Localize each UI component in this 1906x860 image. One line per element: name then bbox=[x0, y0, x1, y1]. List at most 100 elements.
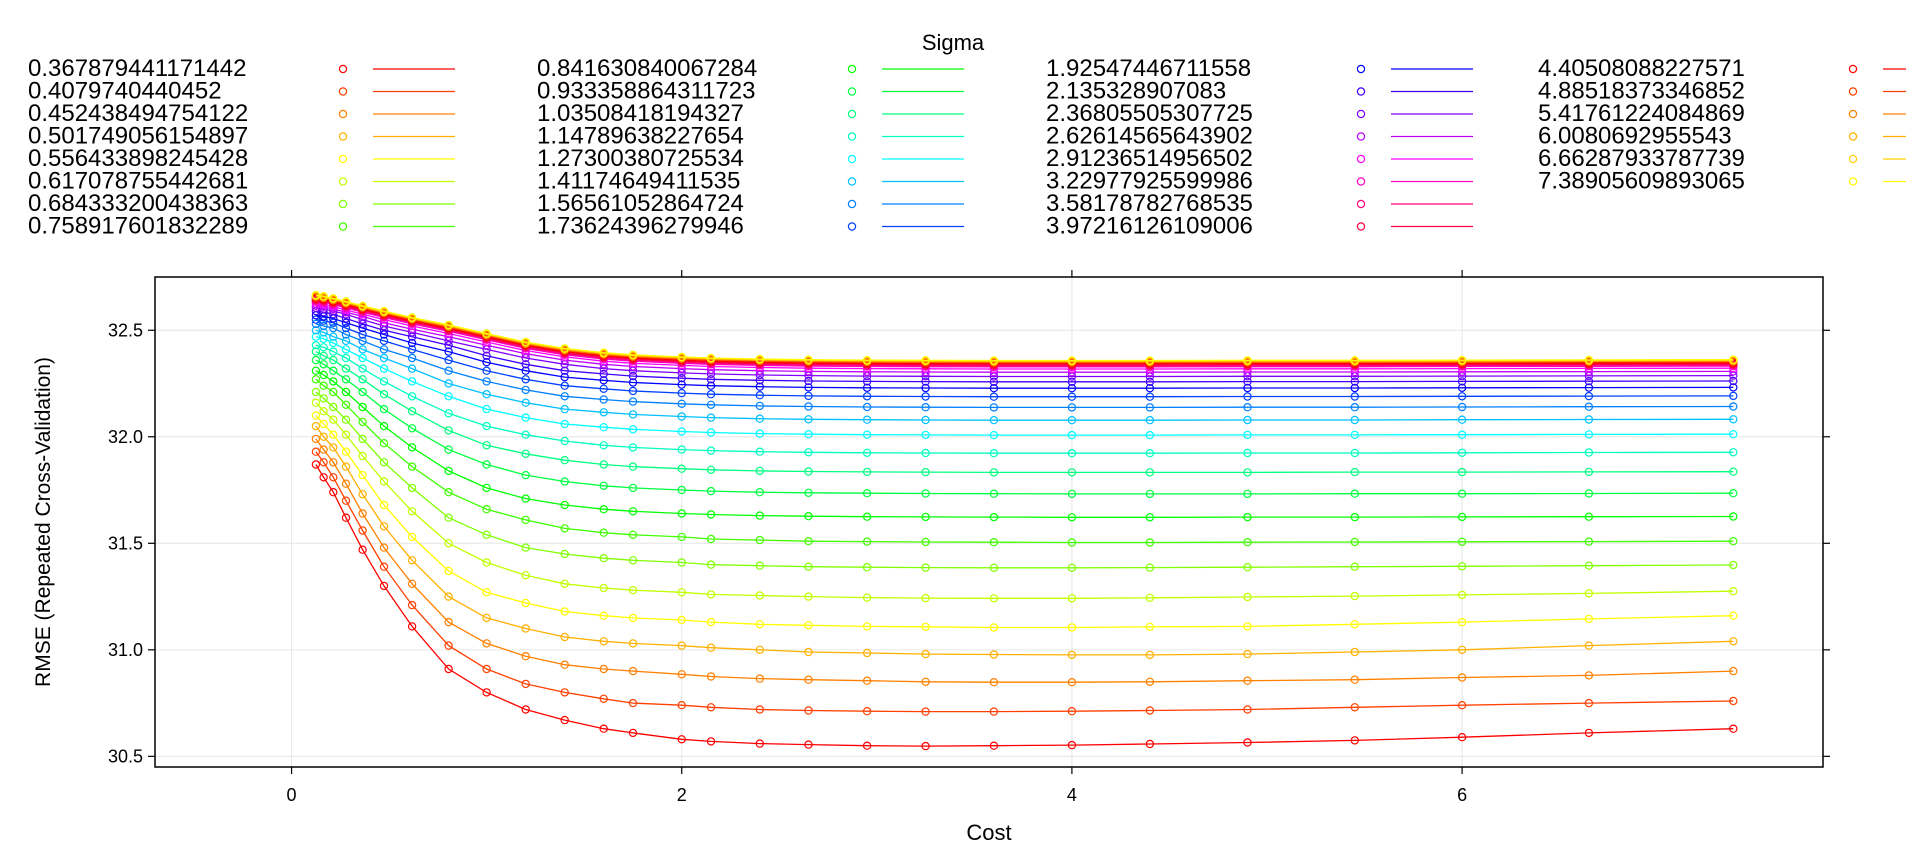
data-point bbox=[804, 592, 813, 601]
data-point bbox=[1145, 538, 1155, 547]
data-point bbox=[599, 583, 608, 593]
data-point bbox=[560, 344, 569, 353]
data-point bbox=[706, 672, 716, 681]
data-point bbox=[1729, 448, 1738, 457]
data-point bbox=[1243, 738, 1252, 747]
series-line bbox=[315, 425, 1734, 656]
data-point bbox=[329, 443, 338, 452]
axes: 0 2 4 6 30.5 31.0 31.5 32.0 32.5 Cost RMSE (Repeat… bbox=[32, 270, 1830, 845]
data-point bbox=[628, 425, 638, 434]
data-point bbox=[989, 623, 999, 632]
data-point bbox=[989, 707, 999, 716]
data-point bbox=[755, 376, 765, 385]
data-point bbox=[862, 489, 872, 498]
data-point bbox=[1350, 537, 1360, 547]
data-point bbox=[521, 705, 530, 714]
data-point bbox=[379, 336, 389, 346]
data-point bbox=[341, 415, 351, 424]
data-point bbox=[1457, 383, 1467, 392]
data-point bbox=[755, 739, 765, 748]
data-point bbox=[1584, 614, 1594, 624]
legend-label: 0.501749056154897 bbox=[28, 123, 248, 150]
data-point bbox=[358, 526, 367, 535]
data-point bbox=[921, 512, 930, 522]
data-point bbox=[1067, 513, 1077, 522]
data-point bbox=[804, 647, 813, 657]
legend-item: 1.41174649411535 bbox=[537, 168, 964, 195]
data-point bbox=[482, 460, 491, 469]
data-point bbox=[329, 430, 338, 439]
series-17 bbox=[311, 306, 1738, 386]
data-point bbox=[521, 449, 530, 458]
data-point bbox=[862, 355, 872, 365]
data-point bbox=[628, 586, 638, 595]
data-point bbox=[311, 460, 321, 469]
data-point bbox=[1584, 512, 1594, 521]
legend-item: 6.66287933787739 bbox=[1538, 145, 1906, 172]
legend-label: 4.88518373346852 bbox=[1538, 78, 1745, 105]
data-point bbox=[862, 593, 872, 602]
data-point bbox=[1067, 594, 1077, 603]
data-point bbox=[706, 446, 716, 455]
data-point bbox=[706, 428, 716, 437]
data-point bbox=[521, 679, 530, 689]
data-point bbox=[1584, 641, 1594, 650]
legend-marker bbox=[847, 222, 857, 231]
data-point bbox=[560, 715, 569, 725]
data-point bbox=[1067, 740, 1077, 750]
data-point bbox=[311, 332, 321, 341]
data-point bbox=[628, 507, 638, 516]
series-line bbox=[315, 351, 1734, 474]
data-point bbox=[444, 379, 453, 388]
data-point bbox=[379, 522, 389, 531]
plot-area: 0 2 4 6 30.5 31.0 31.5 32.0 32.5 Cost RMSE (Repeat… bbox=[32, 270, 1830, 845]
data-point bbox=[560, 477, 569, 486]
data-point bbox=[482, 441, 491, 450]
data-point bbox=[319, 351, 328, 360]
data-point bbox=[862, 430, 872, 439]
data-point bbox=[358, 364, 367, 373]
data-point bbox=[599, 611, 608, 620]
data-point bbox=[677, 352, 686, 362]
series-line bbox=[315, 359, 1734, 495]
data-point bbox=[862, 383, 872, 392]
data-point bbox=[804, 467, 813, 476]
data-point bbox=[444, 617, 453, 627]
data-point bbox=[628, 483, 638, 493]
y-tick-label: 30.5 bbox=[108, 746, 143, 766]
data-point bbox=[921, 383, 930, 393]
data-point bbox=[329, 488, 338, 497]
data-point bbox=[921, 677, 930, 687]
data-point bbox=[628, 556, 638, 565]
data-point bbox=[407, 556, 417, 565]
data-point bbox=[1145, 468, 1155, 477]
data-point bbox=[407, 353, 417, 363]
data-point bbox=[311, 290, 321, 300]
data-point bbox=[1067, 403, 1077, 412]
data-point bbox=[407, 424, 417, 433]
data-point bbox=[1729, 537, 1738, 546]
data-point bbox=[1243, 649, 1252, 659]
data-point bbox=[706, 486, 716, 496]
data-point bbox=[1729, 402, 1738, 411]
data-point bbox=[1729, 637, 1738, 646]
data-point bbox=[1243, 356, 1252, 365]
data-point bbox=[1584, 671, 1594, 680]
data-point bbox=[1457, 402, 1467, 412]
data-point bbox=[677, 464, 686, 473]
data-point bbox=[560, 381, 569, 390]
data-point bbox=[921, 415, 930, 425]
series-9 bbox=[311, 355, 1738, 499]
series-line bbox=[315, 451, 1734, 713]
data-point bbox=[311, 421, 321, 431]
data-point bbox=[358, 545, 367, 554]
data-point bbox=[755, 466, 765, 476]
data-point bbox=[1457, 489, 1467, 498]
data-point bbox=[407, 313, 417, 322]
data-point bbox=[1145, 513, 1155, 522]
data-point bbox=[804, 488, 813, 497]
legend-item: 7.38905609893065 bbox=[1538, 168, 1906, 195]
data-point bbox=[599, 441, 608, 450]
legend-marker bbox=[847, 177, 857, 186]
data-point bbox=[599, 423, 608, 432]
